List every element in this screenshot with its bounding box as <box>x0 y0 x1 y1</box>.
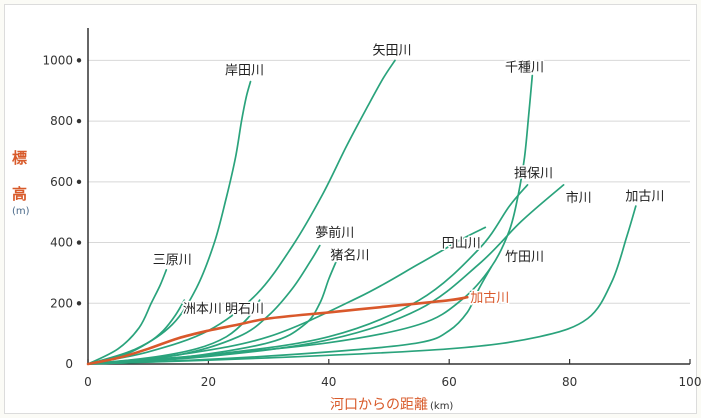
y-tick-label-200: 200 <box>50 296 73 310</box>
y-axis-unit: (m) <box>12 206 30 217</box>
x-axis-unit: (km) <box>430 401 454 412</box>
series-line-river-4 <box>87 184 565 365</box>
y-tick-mark-800 <box>76 118 82 124</box>
chart-frame <box>4 4 697 414</box>
river-label-4: 市川 <box>566 190 592 206</box>
y-tick-mark-600 <box>76 179 82 185</box>
y-tick-mark-1000 <box>76 58 82 63</box>
x-tick-label-0: 0 <box>84 375 92 389</box>
river-label-9: 竹田川 <box>505 250 544 265</box>
y-tick-mark-400 <box>76 240 82 245</box>
x-tick-label-20: 20 <box>201 375 216 389</box>
river-label-3: 揖保川 <box>514 167 553 182</box>
y-tick-label-800: 800 <box>50 114 73 128</box>
river-label-1: 矢田川 <box>373 44 412 59</box>
y-tick-label-0: 0 <box>65 357 73 371</box>
x-tick-label-80: 80 <box>562 375 577 389</box>
river-label-8: 円山川 <box>442 237 481 252</box>
series-line-river-7 <box>87 265 493 365</box>
y-axis-label-char-1: 標 <box>12 149 28 167</box>
x-tick-label-60: 60 <box>442 375 457 389</box>
series-line-river-9 <box>87 256 339 365</box>
y-tick-label-1000: 1000 <box>42 53 73 67</box>
series-line-river-12 <box>87 269 168 365</box>
series-line-river-8 <box>87 244 321 365</box>
y-tick-label-400: 400 <box>50 236 73 250</box>
x-axis-label-text: 河口からの距離 <box>330 397 428 413</box>
x-axis-label: 河口からの距離 (km) <box>330 394 453 414</box>
series-line-river-10 <box>87 299 261 365</box>
river-label-0: 岸田川 <box>225 63 264 78</box>
river-label-13: 加古川 <box>470 291 509 306</box>
y-tick-mark-200 <box>76 301 82 306</box>
river-label-2: 千種川 <box>505 59 544 75</box>
y-axis-label-char-2: 高 <box>12 185 28 203</box>
river-label-5: 加古川 <box>625 189 664 204</box>
x-tick-label-40: 40 <box>321 375 336 389</box>
river-label-7: 猪名川 <box>330 248 369 264</box>
series-line-river-5 <box>87 205 637 365</box>
y-tick-label-600: 600 <box>50 175 73 189</box>
series-line-river-1 <box>87 59 396 365</box>
river-label-6: 夢前川 <box>315 225 354 241</box>
series-line-river-0 <box>87 80 252 365</box>
river-label-12: 明石川 <box>225 302 264 317</box>
x-tick-label-100: 100 <box>679 375 701 389</box>
river-label-11: 洲本川 <box>183 302 222 317</box>
river-label-10: 三原川 <box>153 253 192 268</box>
series-line-river-3 <box>87 184 529 365</box>
series-line-kakogawa-highlight <box>86 295 469 366</box>
